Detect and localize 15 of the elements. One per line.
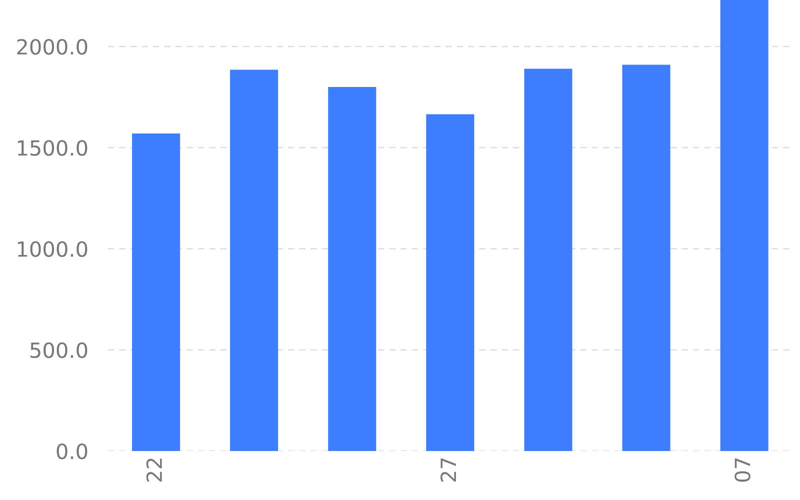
y-tick-label: 500.0 <box>30 342 88 358</box>
y-tick-label: 1000.0 <box>18 241 88 257</box>
bar <box>328 86 376 451</box>
bar <box>524 68 572 451</box>
y-tick-label: 1500.0 <box>18 140 88 156</box>
bar <box>132 133 180 451</box>
bar <box>230 70 278 451</box>
x-tick-label: 27 <box>440 458 456 482</box>
y-tick-label: 0.0 <box>56 443 88 460</box>
x-tick-label: 22 <box>146 458 162 482</box>
x-tick-label: 07 <box>734 458 750 482</box>
y-tick-label: 2000.0 <box>17 38 88 55</box>
bar <box>720 0 768 451</box>
bar <box>426 114 474 451</box>
bar <box>622 64 670 451</box>
